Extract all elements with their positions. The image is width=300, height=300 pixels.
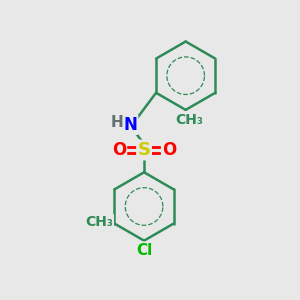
Text: S: S xyxy=(138,141,151,159)
Text: O: O xyxy=(162,141,176,159)
Text: O: O xyxy=(112,141,126,159)
Text: Cl: Cl xyxy=(136,243,152,258)
Text: CH₃: CH₃ xyxy=(175,113,203,127)
Text: N: N xyxy=(123,116,137,134)
Text: H: H xyxy=(111,115,124,130)
Text: CH₃: CH₃ xyxy=(85,215,113,229)
